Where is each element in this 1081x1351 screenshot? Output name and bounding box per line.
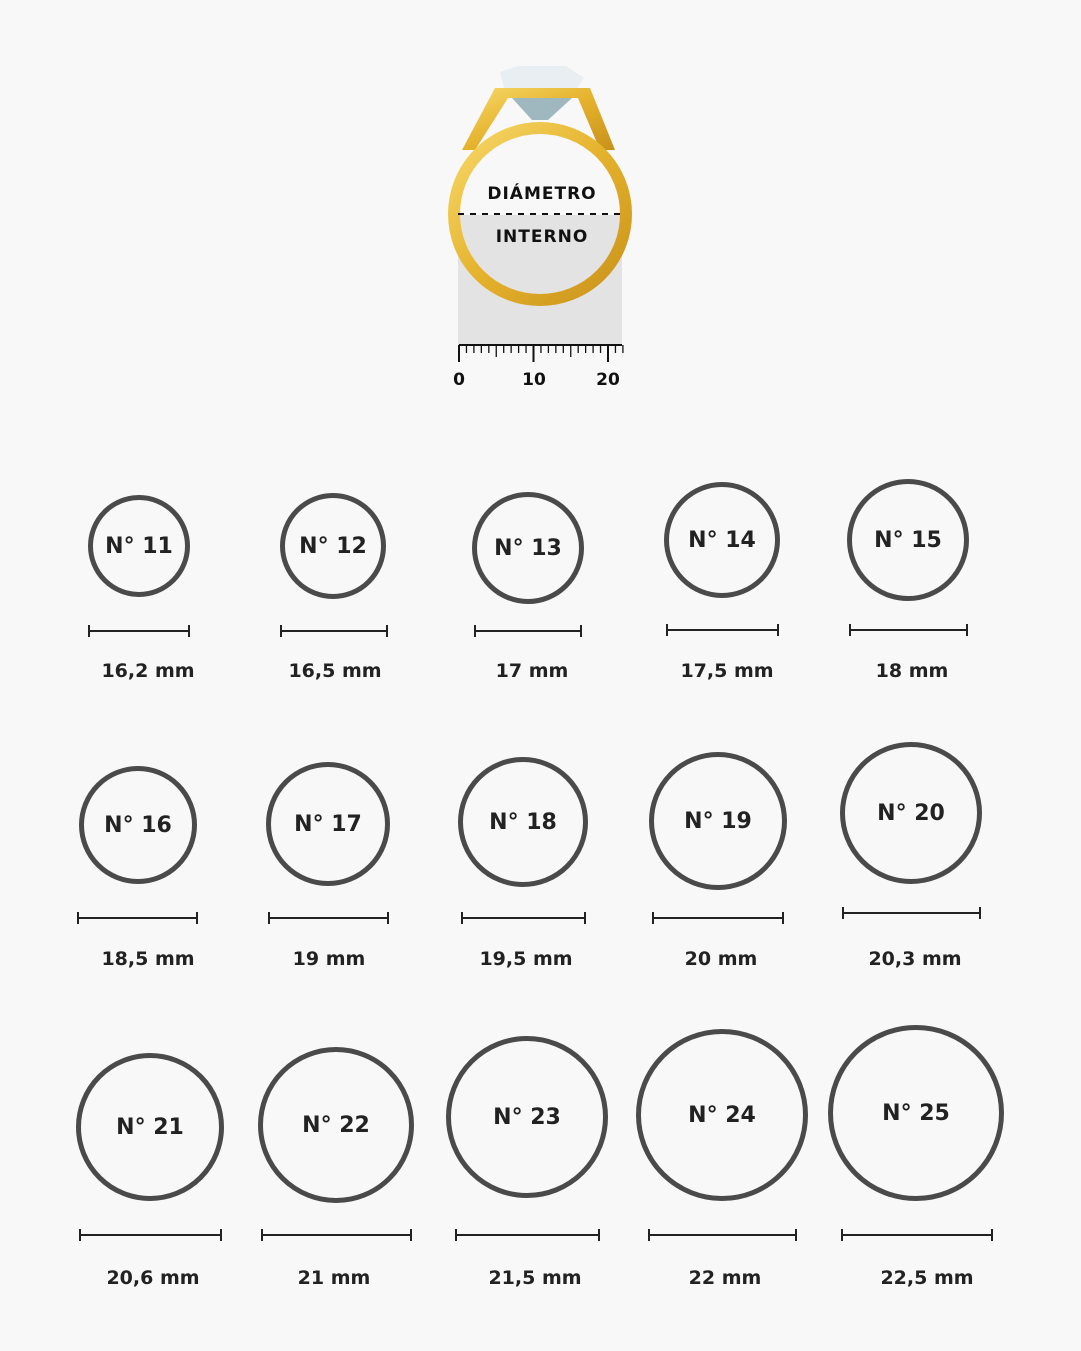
diameter-bar	[648, 1229, 797, 1241]
size-number: N° 11	[105, 533, 173, 559]
diameter-label: 21 mm	[297, 1267, 371, 1289]
label-diametro: DIÁMETRO	[487, 184, 597, 204]
diameter-label: 17 mm	[495, 660, 569, 682]
size-circle: N° 23	[446, 1036, 608, 1198]
diameter-bar	[77, 912, 198, 924]
diameter-bar	[841, 1229, 993, 1241]
gem-icon	[500, 66, 584, 92]
size-number: N° 13	[494, 535, 562, 561]
size-number: N° 14	[688, 527, 756, 553]
label-interno: INTERNO	[495, 227, 589, 247]
diameter-bar	[666, 624, 779, 636]
size-circle: N° 17	[266, 762, 390, 886]
ruler-label-0: 0	[453, 370, 465, 390]
size-circle: N° 11	[88, 495, 190, 597]
size-circle: N° 18	[458, 757, 588, 887]
diameter-label: 21,5 mm	[488, 1267, 582, 1289]
diameter-bar	[88, 625, 190, 637]
ruler-label-20: 20	[596, 370, 620, 390]
size-number: N° 23	[493, 1104, 561, 1130]
size-circle: N° 19	[649, 752, 787, 890]
diameter-label: 18 mm	[875, 660, 949, 682]
size-circle: N° 25	[828, 1025, 1004, 1201]
size-circle: N° 15	[847, 479, 969, 601]
size-circle: N° 14	[664, 482, 780, 598]
size-number: N° 24	[688, 1102, 756, 1128]
size-number: N° 16	[104, 812, 172, 838]
gem-pavilion	[512, 98, 572, 120]
size-circle: N° 20	[840, 742, 982, 884]
size-number: N° 15	[874, 527, 942, 553]
size-circle: N° 12	[280, 493, 386, 599]
size-number: N° 17	[294, 811, 362, 837]
size-circle: N° 21	[76, 1053, 224, 1201]
size-number: N° 25	[882, 1100, 950, 1126]
size-circle: N° 24	[636, 1029, 808, 1201]
diameter-label: 22,5 mm	[880, 1267, 974, 1289]
ruler-label-10: 10	[522, 370, 546, 390]
diameter-label: 19,5 mm	[479, 948, 573, 970]
diameter-label: 19 mm	[292, 948, 366, 970]
diameter-bar	[268, 912, 389, 924]
ring-illustration	[448, 66, 632, 362]
ring-setting	[462, 88, 615, 150]
ring-band	[448, 122, 632, 306]
size-number: N° 20	[877, 800, 945, 826]
ruler	[458, 344, 624, 362]
size-circle: N° 22	[258, 1047, 414, 1203]
size-circle: N° 16	[79, 766, 197, 884]
diameter-bar	[79, 1229, 222, 1241]
size-number: N° 19	[684, 808, 752, 834]
diameter-label: 20 mm	[684, 948, 758, 970]
diameter-bar	[652, 912, 784, 924]
diameter-bar	[280, 625, 388, 637]
size-circle: N° 13	[472, 492, 584, 604]
diameter-label: 20,6 mm	[106, 1267, 200, 1289]
size-number: N° 21	[116, 1114, 184, 1140]
diameter-label: 18,5 mm	[101, 948, 195, 970]
diameter-label: 22 mm	[688, 1267, 762, 1289]
diameter-bar	[849, 624, 968, 636]
diameter-bar	[455, 1229, 600, 1241]
size-number: N° 12	[299, 533, 367, 559]
diameter-bar	[261, 1229, 412, 1241]
diameter-label: 17,5 mm	[680, 660, 774, 682]
diameter-bar	[474, 625, 582, 637]
diameter-label: 16,2 mm	[101, 660, 195, 682]
diameter-label: 16,5 mm	[288, 660, 382, 682]
size-number: N° 18	[489, 809, 557, 835]
diameter-label: 20,3 mm	[868, 948, 962, 970]
diameter-bar	[461, 912, 586, 924]
diameter-bar	[842, 907, 981, 919]
size-number: N° 22	[302, 1112, 370, 1138]
